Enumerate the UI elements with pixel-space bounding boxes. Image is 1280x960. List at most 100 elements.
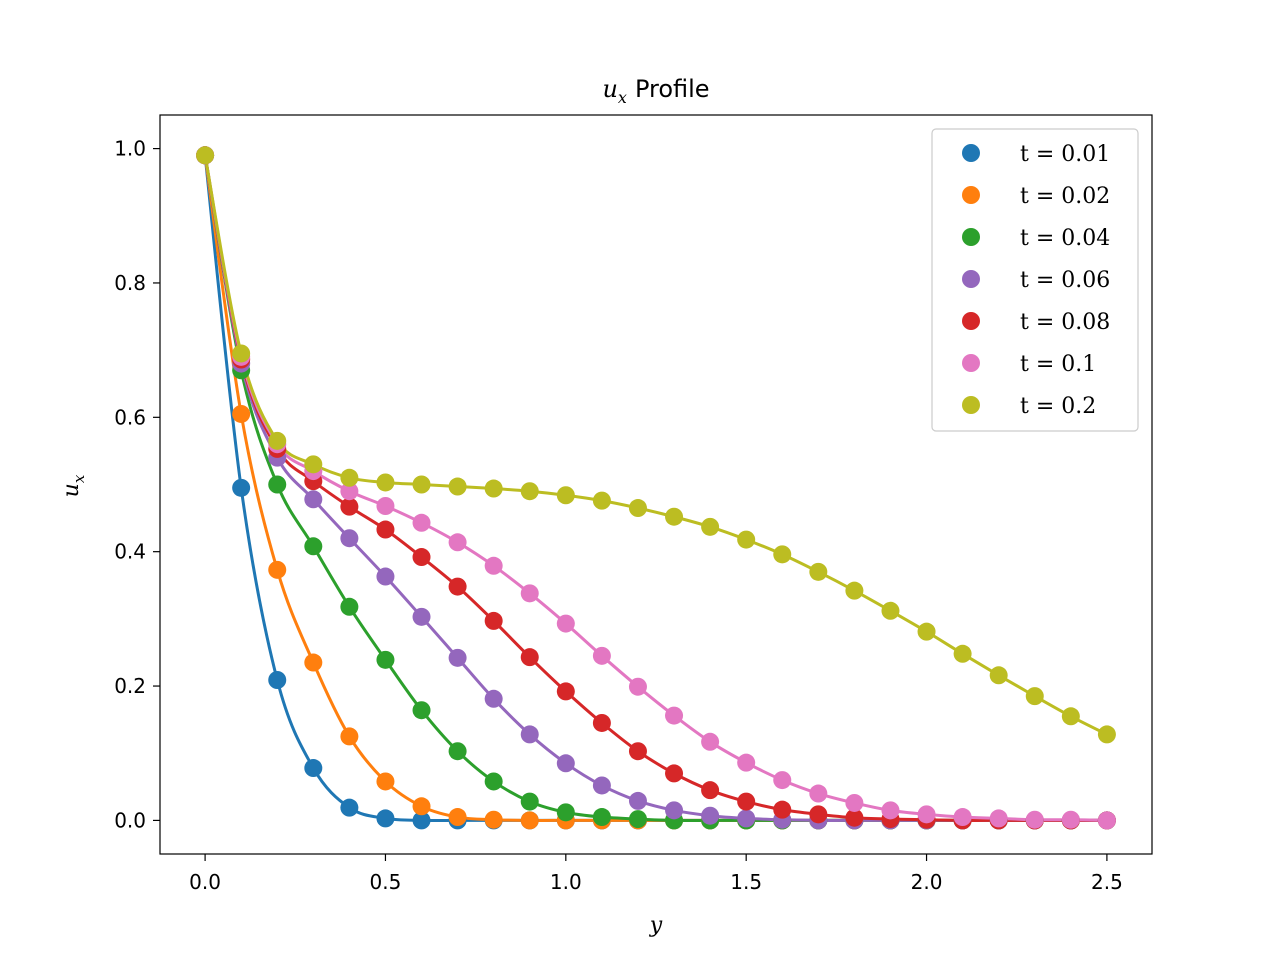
data-point-6-13 xyxy=(665,507,684,526)
y-tick-label: 1.0 xyxy=(114,137,146,161)
x-tick-label: 2.5 xyxy=(1091,870,1123,894)
legend-marker-5 xyxy=(962,354,980,372)
legend-label-5: t = 0.1 xyxy=(1020,352,1096,377)
data-point-6-9 xyxy=(520,482,539,501)
data-point-6-15 xyxy=(737,530,756,549)
legend-marker-6 xyxy=(962,396,980,414)
data-point-3-9 xyxy=(520,725,539,744)
data-point-6-24 xyxy=(1061,707,1080,726)
data-point-2-10 xyxy=(556,803,575,822)
data-point-3-10 xyxy=(556,754,575,773)
data-point-4-17 xyxy=(809,805,828,824)
data-point-5-12 xyxy=(628,677,647,696)
data-point-3-13 xyxy=(665,801,684,820)
data-point-4-18 xyxy=(845,808,864,827)
data-point-3-7 xyxy=(448,648,467,667)
data-point-3-4 xyxy=(340,529,359,548)
x-tick-label: 1.5 xyxy=(730,870,762,894)
x-tick-label: 1.0 xyxy=(550,870,582,894)
data-point-0-1 xyxy=(232,478,251,497)
data-point-1-1 xyxy=(232,404,251,423)
x-tick-label: 0.0 xyxy=(189,870,221,894)
x-tick-label: 2.0 xyxy=(911,870,943,894)
data-point-5-9 xyxy=(520,584,539,603)
y-axis: 0.0 0.2 0.4 0.6 0.8 1.0 xyxy=(114,137,160,832)
data-point-6-0 xyxy=(196,146,215,165)
data-point-1-5 xyxy=(376,772,395,791)
data-point-5-5 xyxy=(376,496,395,515)
y-axis-label: ux xyxy=(59,474,88,497)
data-point-4-13 xyxy=(665,764,684,783)
legend-label-2: t = 0.04 xyxy=(1020,226,1110,251)
data-point-4-15 xyxy=(737,792,756,811)
data-point-4-6 xyxy=(412,548,431,567)
legend-label-1: t = 0.02 xyxy=(1020,184,1110,209)
data-point-1-7 xyxy=(448,808,467,827)
data-point-5-17 xyxy=(809,784,828,803)
legend-label-3: t = 0.06 xyxy=(1020,268,1110,293)
data-point-6-20 xyxy=(917,622,936,641)
data-point-4-14 xyxy=(701,781,720,800)
legend-marker-2 xyxy=(962,228,980,246)
data-point-0-3 xyxy=(304,759,323,778)
data-point-6-10 xyxy=(556,486,575,505)
data-point-3-14 xyxy=(701,806,720,825)
legend-marker-4 xyxy=(962,312,980,330)
data-point-4-10 xyxy=(556,682,575,701)
data-point-1-9 xyxy=(520,811,539,830)
data-point-6-8 xyxy=(484,479,503,498)
data-point-0-2 xyxy=(268,670,287,689)
data-point-6-2 xyxy=(268,431,287,450)
data-point-2-6 xyxy=(412,701,431,720)
plot-frame xyxy=(159,114,1153,855)
data-point-3-3 xyxy=(304,490,323,509)
legend-label-0: t = 0.01 xyxy=(1020,142,1110,167)
data-point-5-24 xyxy=(1061,810,1080,829)
data-point-4-4 xyxy=(340,497,359,516)
data-point-6-7 xyxy=(448,477,467,496)
data-point-5-13 xyxy=(665,706,684,725)
data-point-4-12 xyxy=(628,742,647,761)
data-point-4-16 xyxy=(773,800,792,819)
data-point-0-5 xyxy=(376,809,395,828)
data-point-6-22 xyxy=(989,666,1008,685)
data-point-5-6 xyxy=(412,513,431,532)
data-point-1-6 xyxy=(412,797,431,816)
data-point-2-9 xyxy=(520,792,539,811)
data-point-3-12 xyxy=(628,791,647,810)
data-point-2-3 xyxy=(304,537,323,556)
y-tick-label: 0.8 xyxy=(114,271,146,295)
data-point-5-22 xyxy=(989,809,1008,828)
data-point-6-21 xyxy=(953,644,972,663)
data-point-5-16 xyxy=(773,771,792,790)
x-axis-label: y xyxy=(649,913,663,938)
data-point-5-11 xyxy=(592,646,611,665)
data-point-5-20 xyxy=(917,805,936,824)
data-point-6-4 xyxy=(340,468,359,487)
data-point-0-6 xyxy=(412,811,431,830)
data-point-1-8 xyxy=(484,810,503,829)
data-point-3-8 xyxy=(484,689,503,708)
y-tick-label: 0.6 xyxy=(114,405,146,429)
data-point-3-6 xyxy=(412,607,431,626)
data-point-5-19 xyxy=(881,801,900,820)
data-point-5-14 xyxy=(701,732,720,751)
data-point-1-4 xyxy=(340,727,359,746)
data-point-2-7 xyxy=(448,742,467,761)
data-point-2-12 xyxy=(628,810,647,829)
data-point-1-2 xyxy=(268,560,287,579)
data-point-5-18 xyxy=(845,793,864,812)
data-point-6-12 xyxy=(628,499,647,518)
data-point-2-8 xyxy=(484,772,503,791)
data-point-5-10 xyxy=(556,614,575,633)
data-point-2-2 xyxy=(268,475,287,494)
legend-marker-0 xyxy=(962,144,980,162)
chart-title: ux Profile xyxy=(602,75,709,107)
data-point-4-5 xyxy=(376,520,395,539)
legend-label-6: t = 0.2 xyxy=(1020,394,1096,419)
series-markers xyxy=(196,146,1116,830)
data-point-4-8 xyxy=(484,611,503,630)
legend: t = 0.01 t = 0.02 t = 0.04 t = 0.06 t = 0.08… xyxy=(931,128,1139,432)
data-point-6-25 xyxy=(1097,725,1116,744)
y-tick-label: 0.0 xyxy=(114,808,146,832)
